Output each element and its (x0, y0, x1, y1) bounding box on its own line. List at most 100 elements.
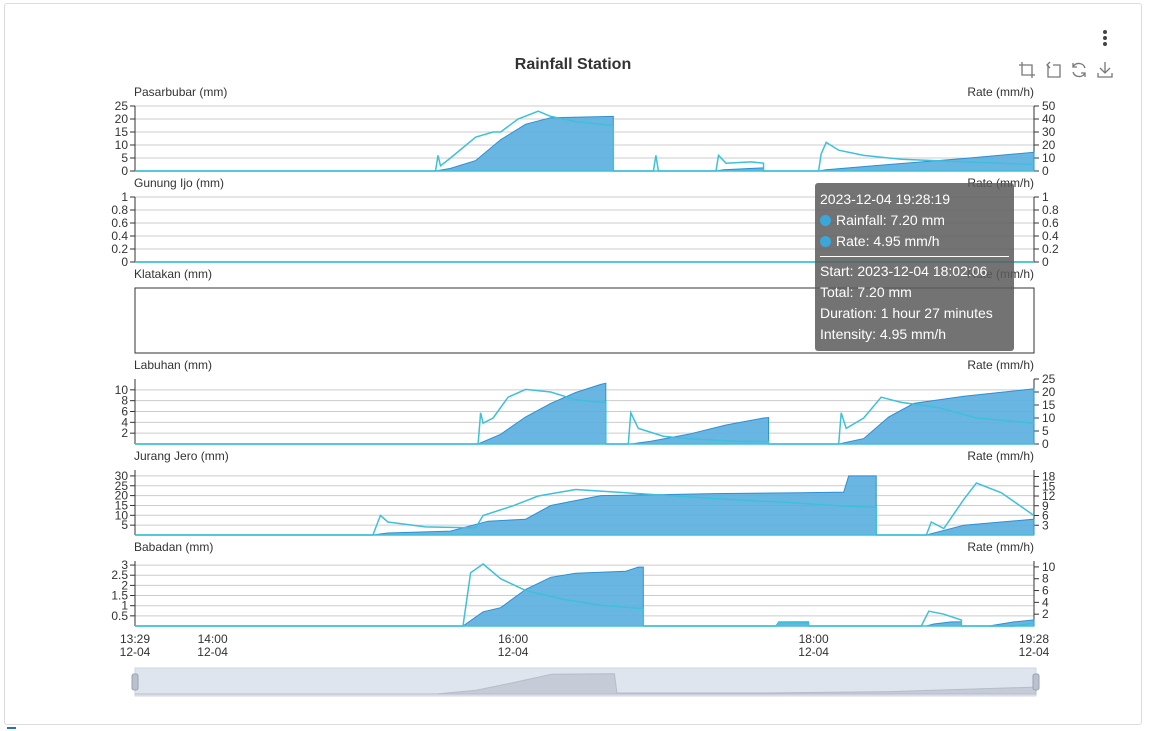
zoom-select-icon[interactable] (1018, 61, 1036, 79)
rate-line (135, 110, 1035, 172)
x-tick-date: 12-04 (1019, 645, 1050, 659)
x-tick-time: 14:00 (198, 632, 228, 646)
panel-left-axis-label: Gunung Ijo (mm) (134, 176, 224, 190)
chart-title: Rainfall Station (514, 56, 632, 73)
tooltip-rainfall-row: Rainfall: 7.20 mm (820, 210, 1009, 231)
panel-labuhan (130, 378, 1039, 445)
left-tick-label: 2 (121, 426, 128, 440)
tooltip-time: 2023-12-04 19:28:19 (820, 191, 950, 207)
right-tick-label: 5 (1042, 424, 1049, 438)
right-tick-label: 0.4 (1042, 229, 1059, 243)
x-tick-time: 18:00 (799, 632, 829, 646)
panel-left-axis-label: Pasarbubar (mm) (134, 85, 227, 99)
data-zoom-right-handle[interactable] (1032, 673, 1040, 691)
rainfall-dot-icon (820, 215, 831, 226)
empty-panel-frame (134, 287, 1035, 354)
left-tick-label: 25 (115, 99, 129, 113)
right-tick-label: 6 (1042, 584, 1049, 598)
rate-dot-icon (820, 236, 831, 247)
rate-line (135, 388, 1035, 445)
page-marker (7, 727, 16, 729)
left-tick-label: 0.2 (111, 242, 128, 256)
tooltip-rate-row: Rate: 4.95 mm/h (820, 231, 1009, 252)
tooltip-rate: Rate: 4.95 mm/h (836, 233, 940, 249)
right-tick-label: 0 (1042, 164, 1049, 178)
tooltip-start: Start: 2023-12-04 18:02:06 (820, 263, 988, 279)
panel-right-axis-label: Rate (mm/h) (967, 540, 1034, 554)
right-tick-label: 0 (1042, 255, 1049, 269)
left-tick-label: 25 (115, 479, 129, 493)
right-tick-label: 25 (1042, 372, 1056, 386)
right-tick-label: 6 (1042, 509, 1049, 523)
right-tick-label: 20 (1042, 385, 1056, 399)
x-tick-time: 19:28 (1019, 632, 1049, 646)
download-icon[interactable] (1096, 61, 1114, 79)
zoom-reset-icon[interactable] (1044, 61, 1062, 79)
left-tick-label: 8 (121, 394, 128, 408)
tooltip-intensity: Intensity: 4.95 mm/h (820, 326, 947, 342)
left-tick-label: 0.6 (111, 216, 128, 230)
panel-pasarbubar (130, 105, 1039, 172)
chart-toolbox (1018, 61, 1114, 81)
panel-right-axis-label: Rate (mm/h) (967, 449, 1034, 463)
right-tick-label: 3 (1042, 518, 1049, 532)
panel-left-axis-label: Labuhan (mm) (134, 358, 212, 372)
left-tick-label: 1 (121, 190, 128, 204)
left-tick-label: 3 (121, 558, 128, 572)
restore-icon[interactable] (1070, 61, 1088, 79)
left-tick-label: 10 (115, 138, 129, 152)
left-tick-label: 10 (115, 508, 129, 522)
tooltip-duration: Duration: 1 hour 27 minutes (820, 305, 993, 321)
right-tick-label: 9 (1042, 499, 1049, 513)
right-tick-label: 8 (1042, 572, 1049, 586)
left-tick-label: 4 (121, 415, 128, 429)
right-tick-label: 10 (1042, 151, 1056, 165)
panel-jurang-jero (130, 470, 1039, 536)
left-tick-label: 15 (115, 498, 129, 512)
panel-babadan (130, 561, 1039, 627)
right-tick-label: 10 (1042, 411, 1056, 425)
tooltip-rainfall: Rainfall: 7.20 mm (836, 212, 945, 228)
x-tick-time: 13:29 (120, 632, 150, 646)
x-tick-date: 12-04 (120, 645, 151, 659)
right-tick-label: 15 (1042, 479, 1056, 493)
left-tick-label: 0.8 (111, 203, 128, 217)
left-tick-label: 1 (121, 599, 128, 613)
rainfall-area (135, 382, 1035, 445)
left-tick-label: 2.5 (111, 568, 128, 582)
panel-klatakan (134, 287, 1035, 354)
x-tick-date: 12-04 (197, 645, 228, 659)
right-tick-label: 2 (1042, 607, 1049, 621)
rainfall-area (135, 566, 1035, 627)
left-tick-label: 2 (121, 578, 128, 592)
left-tick-label: 6 (121, 405, 128, 419)
panel-right-axis-label: Rate (mm/h) (967, 85, 1034, 99)
left-tick-label: 5 (121, 151, 128, 165)
right-tick-label: 0 (1042, 437, 1049, 451)
right-tick-label: 20 (1042, 138, 1056, 152)
left-tick-label: 0.5 (111, 609, 128, 623)
data-zoom-left-handle[interactable] (131, 673, 139, 691)
right-tick-label: 18 (1042, 470, 1056, 484)
rainfall-area (135, 115, 1035, 172)
tooltip-divider (820, 256, 1009, 257)
left-tick-label: 20 (115, 489, 129, 503)
data-zoom-slider (131, 667, 1040, 697)
right-tick-label: 1 (1042, 190, 1049, 204)
left-tick-label: 1.5 (111, 589, 128, 603)
left-tick-label: 20 (115, 112, 129, 126)
left-tick-label: 15 (115, 125, 129, 139)
more-vertical-icon[interactable] (1096, 28, 1114, 50)
tooltip-total: Total: 7.20 mm (820, 284, 912, 300)
right-tick-label: 10 (1042, 560, 1056, 574)
left-tick-label: 30 (115, 469, 129, 483)
chart-tooltip: 2023-12-04 19:28:19 Rainfall: 7.20 mm Ra… (815, 183, 1014, 351)
panel-left-axis-label: Babadan (mm) (134, 540, 213, 554)
panel-right-axis-label: Rate (mm/h) (967, 358, 1034, 372)
right-tick-label: 30 (1042, 125, 1056, 139)
right-tick-label: 12 (1042, 489, 1056, 503)
panel-left-axis-label: Klatakan (mm) (134, 267, 212, 281)
left-tick-label: 0.4 (111, 229, 128, 243)
right-tick-label: 50 (1042, 99, 1056, 113)
